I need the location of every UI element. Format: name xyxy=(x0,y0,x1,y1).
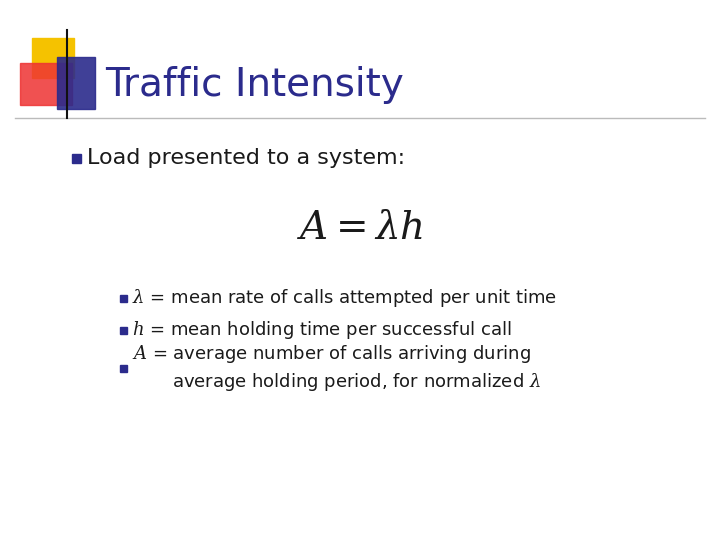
Text: Load presented to a system:: Load presented to a system: xyxy=(87,148,405,168)
Bar xyxy=(20,63,72,105)
Bar xyxy=(32,38,74,78)
Bar xyxy=(120,365,127,372)
Bar xyxy=(120,327,127,334)
Text: Traffic Intensity: Traffic Intensity xyxy=(105,66,404,104)
Bar xyxy=(72,154,81,163)
Bar xyxy=(120,295,127,302)
Text: $A$ = average number of calls arriving during
       average holding period, for: $A$ = average number of calls arriving d… xyxy=(132,343,541,393)
Text: $h$ = mean holding time per successful call: $h$ = mean holding time per successful c… xyxy=(132,319,511,341)
Text: $\lambda$ = mean rate of calls attempted per unit time: $\lambda$ = mean rate of calls attempted… xyxy=(132,287,557,309)
Bar xyxy=(57,57,95,109)
Text: $A = \lambda h$: $A = \lambda h$ xyxy=(297,209,423,247)
